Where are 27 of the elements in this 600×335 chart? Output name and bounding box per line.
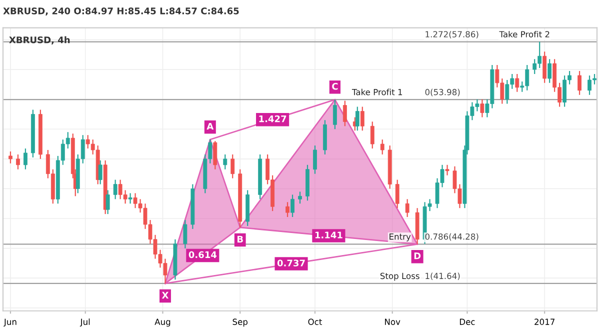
annotation: Take Profit 2 xyxy=(499,30,550,38)
x-tick-label: Aug xyxy=(154,318,170,327)
annotation: Entry xyxy=(390,234,411,242)
data-label: C xyxy=(332,82,338,90)
annotation: Take Profit 1 xyxy=(352,88,402,96)
series-label: 0.614 xyxy=(188,251,217,258)
x-tick-label: Nov xyxy=(385,318,400,325)
series-label: 1.141 xyxy=(315,232,342,238)
ref-line-label: 1.272(57.86) xyxy=(426,30,478,38)
data-label: X xyxy=(162,292,169,298)
x-tick-label: Dec xyxy=(460,318,475,325)
ref-line-label: 1(41.64) xyxy=(426,272,460,280)
x-tick-label: Sep xyxy=(232,318,248,327)
series-label: 1.427 xyxy=(259,115,286,122)
x-tick-label: Oct xyxy=(308,318,322,325)
ref-line-label: 0(53.98) xyxy=(425,88,460,96)
x-tick-label: Jun xyxy=(4,318,16,327)
x-tick-label: 2017 xyxy=(534,318,554,325)
text: XBRUSD, 4h xyxy=(9,36,70,44)
data-label: A xyxy=(206,122,214,130)
chart-title: XBRUSD, 240 O:84.97 H:85.45 L:84.57 C:84.65 xyxy=(3,8,239,16)
ref-line-label: 0.786(44.28) xyxy=(425,233,478,241)
data-label: D xyxy=(414,252,421,260)
data-label: B xyxy=(237,236,243,242)
x-tick-label: Jul xyxy=(80,318,90,327)
annotation: Stop Loss xyxy=(380,272,420,281)
series-label: 0.737 xyxy=(277,260,305,266)
